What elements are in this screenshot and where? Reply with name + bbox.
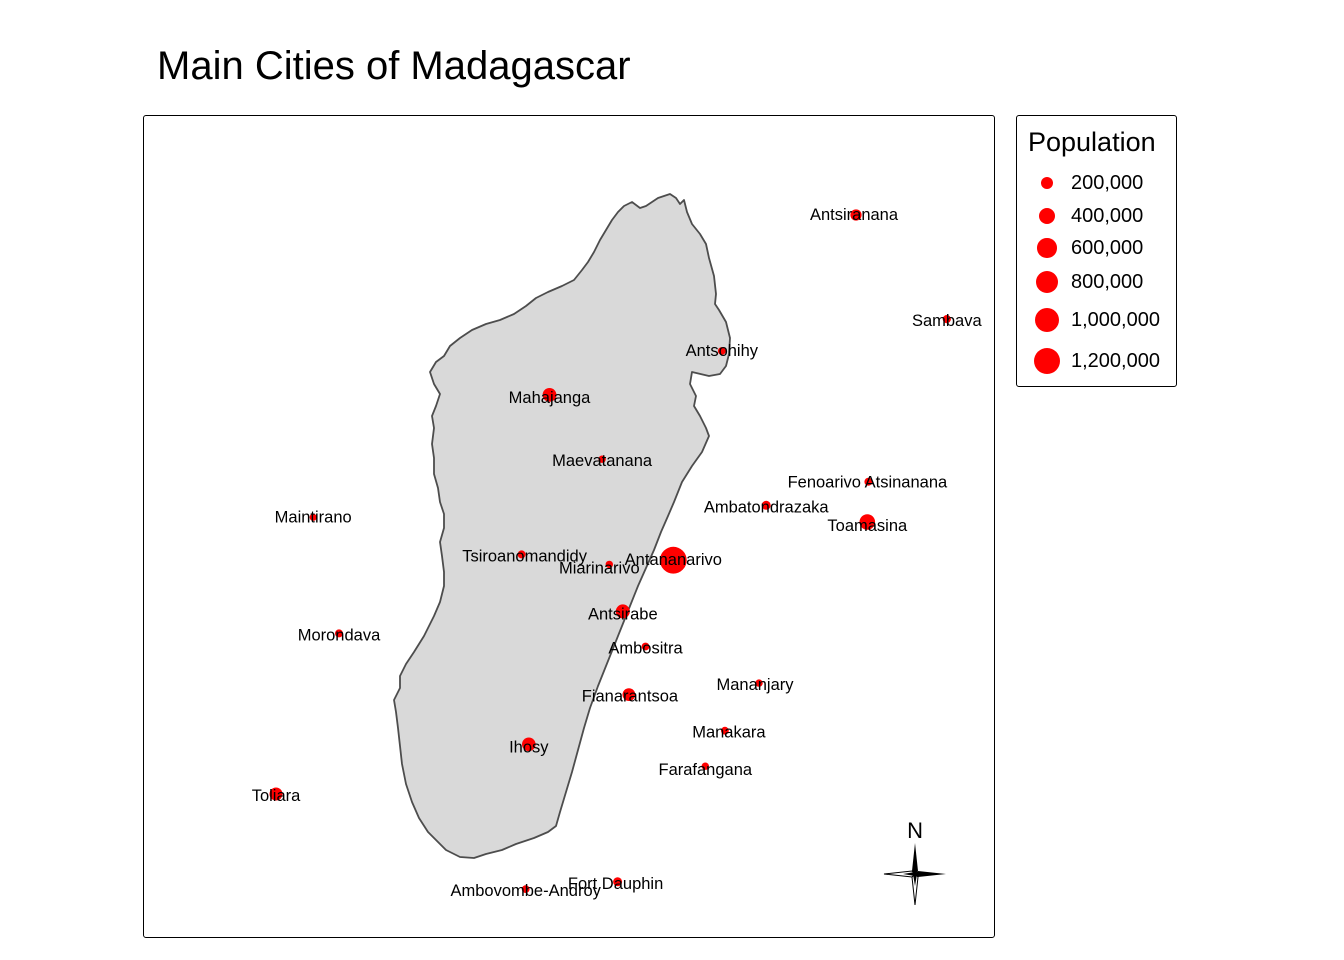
city-label-manakara: Manakara	[692, 724, 766, 742]
city-marker-maintirano	[309, 513, 317, 521]
legend-dot-icon	[1037, 238, 1057, 258]
city-label-ambositra: Ambositra	[608, 640, 683, 658]
north-arrow-compass-icon: N	[883, 818, 946, 906]
legend-item: 200,000	[1017, 168, 1177, 198]
city-marker-mahajanga	[542, 388, 557, 402]
city-marker-fianarantsoa	[622, 688, 636, 701]
legend-label: 400,000	[1071, 205, 1144, 227]
city-label-mananjary: Mananjary	[716, 676, 794, 694]
city-label-maintirano: Maintirano	[275, 508, 352, 526]
legend-item: 1,200,000	[1017, 346, 1177, 376]
city-marker-antsohihy	[717, 347, 726, 355]
city-label-antsirabe: Antsirabe	[588, 605, 658, 623]
legend-title: Population	[1028, 127, 1156, 157]
city-label-maevatanana: Maevatanana	[552, 452, 653, 470]
legend-label: 600,000	[1071, 237, 1144, 259]
madagascar-mainland	[393, 193, 731, 859]
map-title: Main Cities of Madagascar	[157, 44, 631, 88]
legend-dot-icon	[1040, 176, 1054, 190]
legend-dot-icon	[1034, 348, 1060, 374]
legend-item: 1,000,000	[1017, 305, 1177, 335]
city-label-toamasina: Toamasina	[827, 517, 908, 535]
city-marker-antananarivo	[659, 546, 687, 574]
city-marker-toamasina	[859, 514, 876, 530]
city-label-tsiroanomandidy: Tsiroanomandidy	[462, 547, 587, 565]
city-marker-maevatanana	[598, 455, 606, 463]
legend-dot-icon	[1036, 271, 1058, 293]
city-marker-tsiroanomandidy	[517, 550, 526, 559]
city-label-morondava: Morondava	[298, 626, 381, 644]
legend-label: 1,200,000	[1071, 350, 1160, 372]
city-marker-fort-dauphin	[613, 877, 623, 887]
city-marker-manakara	[721, 726, 729, 735]
city-marker-fenoarivo-atsinanana	[864, 477, 873, 486]
legend-label: 200,000	[1071, 172, 1144, 194]
city-label-fort-dauphin: Fort Dauphin	[568, 875, 663, 893]
legend-dot-icon	[1038, 207, 1056, 225]
city-marker-morondava	[335, 629, 343, 638]
city-marker-toliara	[269, 787, 283, 801]
city-label-fenoarivo-atsinanana: Fenoarivo Atsinanana	[788, 474, 948, 492]
city-marker-mananjary	[755, 679, 763, 687]
city-label-toliara: Toliara	[252, 787, 301, 805]
legend-item: 800,000	[1017, 267, 1177, 297]
city-marker-miarinarivo	[605, 560, 613, 569]
city-marker-antsirabe	[615, 604, 630, 619]
city-marker-sambava	[942, 315, 951, 324]
city-label-antsohihy: Antsohihy	[686, 342, 759, 360]
map-canvas: Antsiranana Sambava Antsohihy Mahajanga Maev…	[252, 193, 983, 906]
city-marker-ihosy	[522, 737, 536, 752]
city-label-antananarivo: Antananarivo	[625, 551, 722, 569]
city-label-miarinarivo: Miarinarivo	[559, 559, 640, 577]
city-label-fianarantsoa: Fianarantsoa	[582, 688, 679, 706]
city-label-mahajanga: Mahajanga	[509, 389, 591, 407]
city-label-ihosy: Ihosy	[509, 738, 549, 756]
city-labels: Antsiranana Sambava Antsohihy Mahajanga Maev…	[252, 206, 983, 900]
city-marker-ambositra	[641, 642, 650, 651]
legend-label: 1,000,000	[1071, 309, 1160, 331]
city-label-sambava: Sambava	[912, 312, 983, 330]
north-label: N	[907, 818, 923, 843]
population-legend: Population 200,000 400,000 600,000 800,000 1…	[1016, 115, 1177, 387]
legend-item: 600,000	[1017, 233, 1177, 263]
city-label-farafangana: Farafangana	[659, 761, 753, 779]
city-label-ambatondrazaka: Ambatondrazaka	[704, 498, 830, 516]
city-marker-antsiranana	[850, 209, 862, 221]
legend-dot-icon	[1034, 307, 1060, 333]
city-markers	[269, 209, 951, 893]
legend-label: 800,000	[1071, 271, 1144, 293]
city-marker-farafangana	[701, 762, 709, 770]
city-label-antsiranana: Antsiranana	[810, 206, 899, 224]
city-marker-ambovombe-androy	[521, 885, 530, 893]
map-panel: Antsiranana Sambava Antsohihy Mahajanga Maev…	[143, 115, 995, 938]
city-label-ambovombe-androy: Ambovombe-Androy	[450, 882, 601, 900]
legend-item: 400,000	[1017, 201, 1177, 231]
city-marker-ambatondrazaka	[761, 500, 771, 510]
